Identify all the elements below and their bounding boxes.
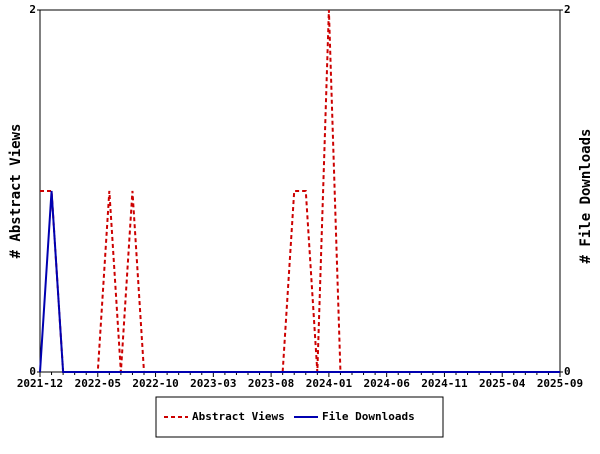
y-tick-label: 2 [29,3,36,16]
y2-axis-title: # File Downloads [578,129,594,264]
y2-tick-label: 2 [564,3,571,16]
x-tick-label: 2021-12 [17,377,63,390]
legend [155,396,444,438]
y-tick-label: 0 [29,365,36,378]
y-axis-title: # Abstract Views [8,124,24,259]
series-line [40,9,560,373]
series-line [39,190,560,373]
legend-label: Abstract Views [192,410,285,423]
x-tick-label: 2023-08 [248,377,294,390]
x-tick-label: 2022-10 [132,377,178,390]
x-tick-label: 2023-03 [190,377,236,390]
x-tick-label: 2024-06 [363,377,410,390]
x-tick-label: 2022-05 [75,377,121,390]
x-tick-label: 2025-04 [479,377,526,390]
y2-tick-label: 0 [564,365,571,378]
legend-label: File Downloads [322,410,415,423]
x-tick-label: 2024-01 [306,377,353,390]
x-tick-label: 2024-11 [421,377,468,390]
x-tick-label: 2025-09 [537,377,583,390]
